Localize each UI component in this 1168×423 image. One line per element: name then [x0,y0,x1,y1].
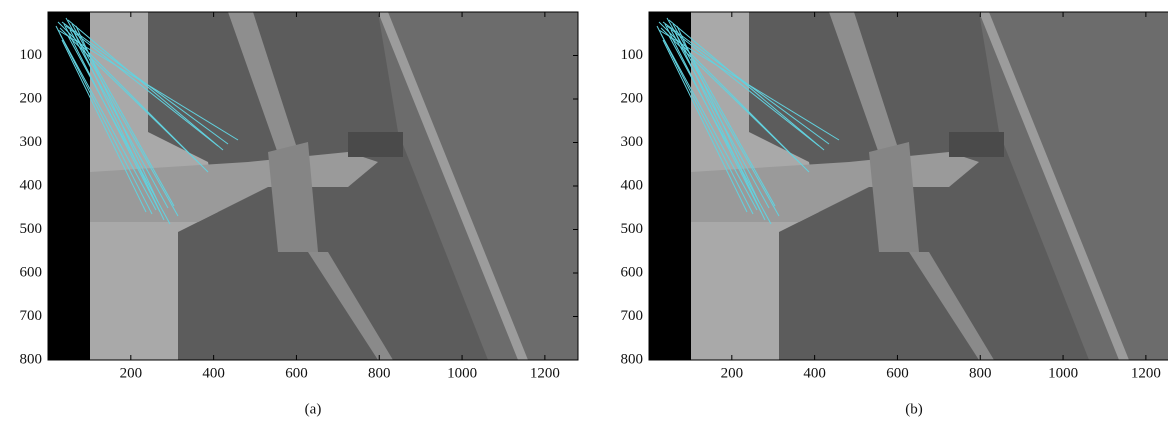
y-tick-label: 100 [621,47,644,63]
x-tick-label: 800 [969,365,992,381]
x-tick-label: 600 [285,365,308,381]
y-tick-label: 200 [621,90,644,106]
y-tick-label: 600 [621,264,644,280]
x-tick-label: 1200 [530,365,560,381]
y-tick-label: 500 [621,221,644,237]
y-tick-label: 600 [20,264,43,280]
y-tick-label: 700 [621,308,644,324]
x-tick-label: 1000 [447,365,477,381]
x-tick-label: 400 [803,365,826,381]
panel-label: (a) [305,401,322,417]
y-tick-label: 100 [20,47,43,63]
y-tick-label: 200 [20,90,43,106]
x-tick-label: 1200 [1131,365,1161,381]
y-tick-label: 300 [621,134,644,150]
x-tick-label: 600 [886,365,909,381]
y-tick-label: 400 [20,177,43,193]
y-tick-label: 700 [20,308,43,324]
figure: 200 400 600 800 1000 1200 100 200 300 400 500 600 70… [0,0,1168,423]
x-tick-label: 200 [721,365,744,381]
x-tick-label: 200 [120,365,143,381]
x-tick-label: 800 [368,365,391,381]
x-tick-label: 1000 [1048,365,1078,381]
y-tick-label: 800 [20,351,43,367]
y-tick-label: 300 [20,134,43,150]
panels: 200 400 600 800 1000 1200 100 200 300 400 500 600 70… [20,12,1168,417]
y-tick-label: 400 [621,177,644,193]
y-tick-label: 500 [20,221,43,237]
x-tick-label: 400 [202,365,225,381]
panel-label: (b) [905,401,923,417]
image [649,12,1168,360]
image [48,12,578,360]
y-tick-label: 800 [621,351,644,367]
